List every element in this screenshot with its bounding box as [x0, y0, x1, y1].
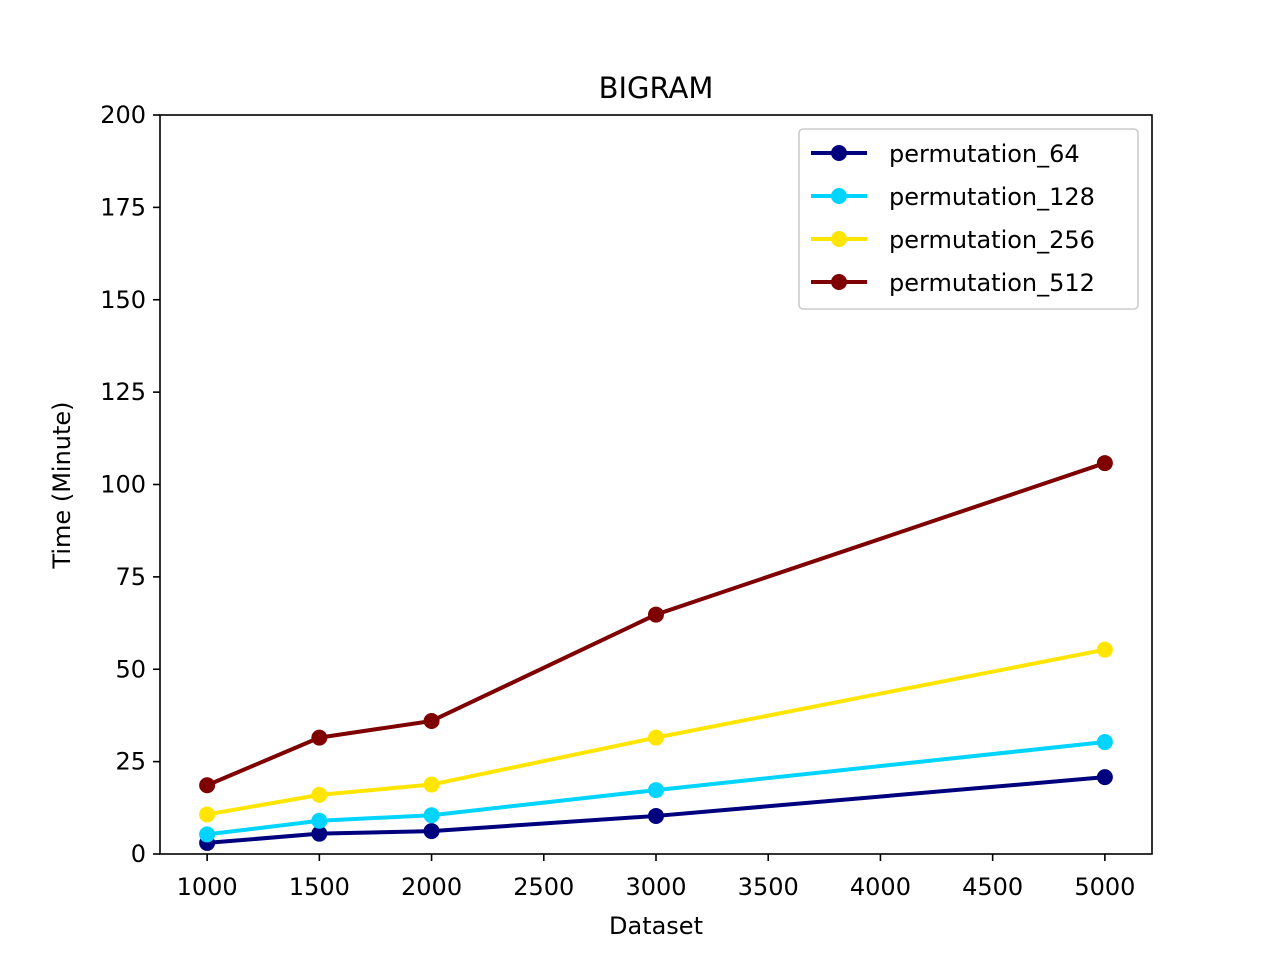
y-axis: 0 25 50 75 100 125 150 175 200: [100, 101, 160, 868]
x-axis-label: Dataset: [609, 912, 703, 940]
data-point-permutation_64: [648, 807, 664, 824]
data-point-permutation_64: [423, 823, 440, 840]
legend-label-permutation_512: permutation_512: [889, 269, 1095, 297]
y-tick-label: 25: [115, 748, 146, 776]
y-tick-label: 175: [100, 193, 146, 221]
legend-marker-permutation_128: [831, 188, 847, 204]
series-layer: [199, 455, 1113, 851]
legend: permutation_64 permutation_128 permutation…: [798, 128, 1139, 310]
data-point-permutation_128: [199, 826, 216, 843]
data-point-permutation_512: [648, 606, 664, 623]
legend-label-permutation_128: permutation_128: [889, 183, 1095, 211]
x-tick-label: 2500: [513, 873, 574, 901]
data-point-permutation_128: [423, 807, 440, 824]
data-point-permutation_128: [311, 812, 328, 829]
x-tick-label: 2000: [401, 873, 462, 901]
legend-marker-permutation_256: [831, 231, 847, 247]
x-tick-label: 4000: [850, 873, 911, 901]
data-point-permutation_64: [311, 825, 328, 842]
y-tick-label: 75: [115, 563, 146, 591]
data-point-permutation_128: [648, 782, 664, 799]
y-axis-label: Time (Minute): [48, 401, 76, 569]
data-point-permutation_512: [423, 712, 440, 729]
legend-box: [798, 128, 1139, 310]
data-point-permutation_512: [199, 777, 216, 794]
x-tick-label: 3500: [738, 873, 799, 901]
x-tick-label: 1000: [177, 873, 238, 901]
x-tick-label: 5000: [1074, 873, 1135, 901]
legend-label-permutation_256: permutation_256: [889, 226, 1095, 254]
data-point-permutation_512: [311, 729, 328, 746]
x-axis: 1000 1500 2000 2500 3000 3500 4000 4500 5000: [177, 854, 1135, 901]
data-point-permutation_128: [1096, 734, 1113, 751]
y-tick-label: 100: [100, 471, 146, 499]
legend-label-permutation_64: permutation_64: [889, 140, 1080, 168]
data-point-permutation_64: [1096, 769, 1113, 786]
y-tick-label: 125: [100, 378, 146, 406]
data-point-permutation_256: [311, 786, 328, 803]
data-point-permutation_256: [1096, 641, 1113, 658]
chart-title: BIGRAM: [599, 71, 714, 105]
data-point-permutation_512: [1096, 455, 1113, 472]
y-tick-label: 150: [100, 286, 146, 314]
data-point-permutation_256: [423, 776, 440, 793]
y-tick-label: 0: [131, 840, 146, 868]
y-tick-label: 50: [115, 655, 146, 683]
x-tick-label: 4500: [962, 873, 1023, 901]
legend-marker-permutation_512: [831, 274, 847, 290]
data-point-permutation_256: [648, 729, 664, 746]
y-tick-label: 200: [100, 101, 146, 129]
x-tick-label: 3000: [625, 873, 686, 901]
legend-items: permutation_64 permutation_128 permutation…: [811, 140, 1095, 297]
legend-marker-permutation_64: [831, 145, 847, 161]
x-tick-label: 1500: [289, 873, 350, 901]
data-point-permutation_256: [199, 806, 216, 823]
